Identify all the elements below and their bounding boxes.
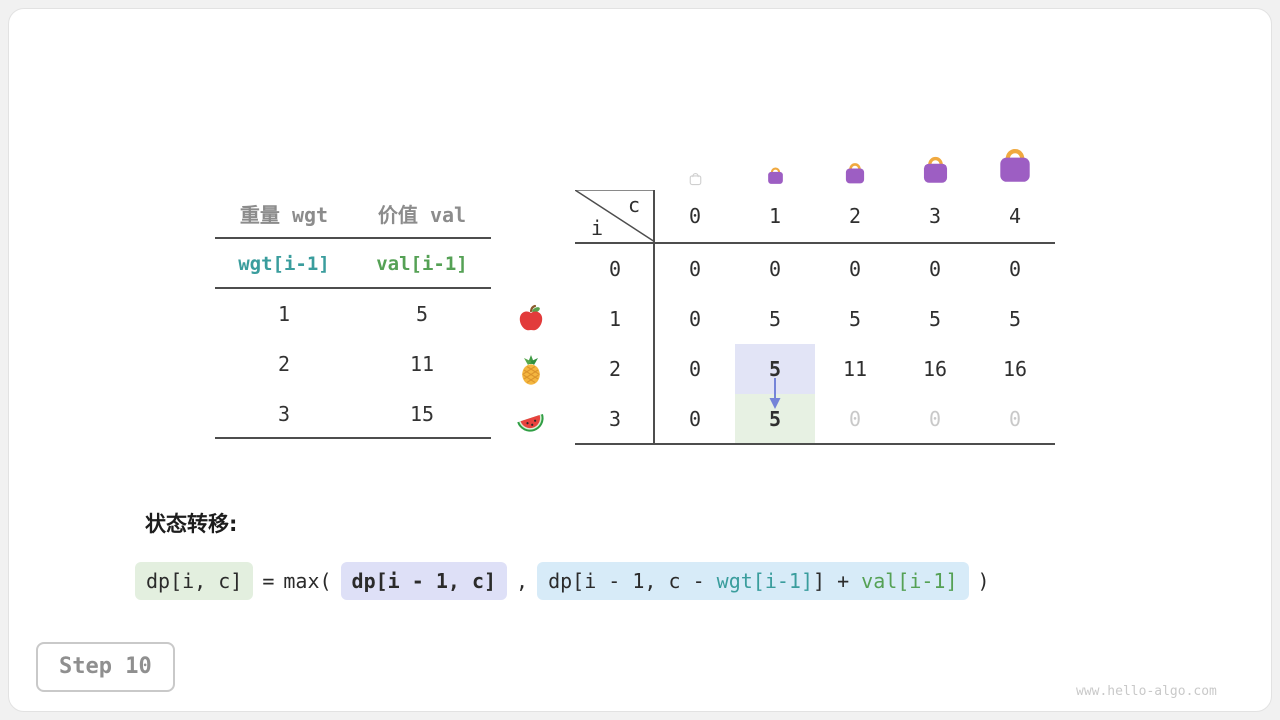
dp-row-3: 3 0 5 0 0 0 (575, 394, 1055, 444)
item-row-3: 3 15 (215, 389, 491, 439)
dp-col-header-0: 0 (688, 204, 702, 228)
step-label: Step 10 (59, 654, 152, 679)
formula-arg2: dp[i - 1, c - wgt[i-1]] + val[i-1] (537, 562, 969, 600)
dp-cell: 0 (848, 257, 862, 281)
formula-arg1: dp[i - 1, c] (340, 562, 508, 600)
dp-cell: 0 (928, 407, 942, 431)
formula-arg2-val: val[i-1] (861, 569, 958, 593)
step-indicator: Step 10 (36, 642, 175, 692)
bag-capacity-2-icon (815, 134, 895, 186)
state-transition-formula: dp[i, c] = max( dp[i - 1, c] , dp[i - 1,… (135, 562, 990, 600)
wgt-var-label: wgt[i-1] (238, 253, 330, 275)
item-1-value: 5 (415, 302, 429, 326)
dp-table-body: 0 0 0 0 0 0 1 0 5 5 5 5 2 0 5 11 16 16 3… (575, 244, 1055, 444)
dp-cell: 0 (688, 357, 702, 381)
dp-cell: 5 (928, 307, 942, 331)
watermelon-icon (515, 405, 547, 437)
dp-row-header-0: 0 (608, 257, 622, 281)
item-row-1: 1 5 (215, 289, 491, 339)
dp-cell: 0 (1008, 407, 1022, 431)
items-table-var-row: wgt[i-1] val[i-1] (215, 239, 491, 289)
formula-arg2-wgt: wgt[i-1] (716, 569, 813, 593)
dp-table-vertical-rule (653, 190, 655, 445)
item-3-weight: 3 (277, 402, 291, 426)
dp-table: c i 0 1 2 3 4 0 0 0 0 0 0 1 0 5 5 5 5 2 … (575, 190, 1055, 445)
bag-capacity-1-icon (735, 134, 815, 186)
dp-cell: 0 (928, 257, 942, 281)
formula-close-paren: ) (977, 569, 990, 593)
dp-cell: 5 (768, 307, 782, 331)
corner-row-var: i (591, 216, 604, 240)
dp-cell: 5 (1008, 307, 1022, 331)
dp-cell: 0 (1008, 257, 1022, 281)
dp-row-2: 2 0 5 11 16 16 (575, 344, 1055, 394)
dp-row-header-1: 1 (608, 307, 622, 331)
dp-col-headers: 0 1 2 3 4 (655, 190, 1055, 242)
dp-table-top-rule (575, 190, 655, 191)
dp-cell: 16 (1002, 357, 1028, 381)
dp-cell: 11 (842, 357, 868, 381)
dp-row-header-2: 2 (608, 357, 622, 381)
bag-capacity-3-icon (895, 134, 975, 186)
items-header-weight: 重量 wgt (239, 203, 329, 227)
state-transition-label: 状态转移: (145, 512, 238, 536)
formula-max-open: max( (283, 569, 332, 593)
dp-col-header-1: 1 (768, 204, 782, 228)
dp-cell: 0 (688, 257, 702, 281)
item-2-value: 11 (409, 352, 435, 376)
dp-cell: 5 (848, 307, 862, 331)
dp-cell: 0 (688, 307, 702, 331)
formula-arg2-mid: ] + (813, 569, 862, 593)
dp-row-0: 0 0 0 0 0 0 (575, 244, 1055, 294)
items-table-header-row: 重量 wgt 价值 val (215, 192, 491, 239)
dp-row-1: 1 0 5 5 5 5 (575, 294, 1055, 344)
dp-table-bottom-rule (575, 443, 1055, 445)
dp-corner-cell: c i (575, 190, 655, 242)
formula-arg2-prefix: dp[i - 1, c - (548, 569, 717, 593)
val-var-label: val[i-1] (376, 253, 468, 275)
corner-col-var: c (627, 193, 640, 217)
formula-lhs: dp[i, c] (135, 562, 254, 600)
item-2-weight: 2 (277, 352, 291, 376)
item-1-weight: 1 (277, 302, 291, 326)
apple-icon (515, 303, 547, 335)
dp-cell: 0 (688, 407, 702, 431)
formula-equals: = (262, 569, 275, 593)
dp-col-header-3: 3 (928, 204, 942, 228)
bag-capacity-0-icon (655, 134, 735, 186)
formula-comma: , (516, 569, 529, 593)
capacity-bags-row (655, 134, 1055, 186)
pineapple-icon (515, 354, 547, 386)
items-table: 重量 wgt 价值 val wgt[i-1] val[i-1] 1 5 2 11… (215, 192, 491, 439)
dp-cell: 0 (768, 257, 782, 281)
watermark: www.hello-algo.com (1076, 684, 1217, 699)
dp-cell: 16 (922, 357, 948, 381)
items-header-value: 价值 val (377, 203, 467, 227)
dp-table-header-rule (575, 242, 1055, 244)
dp-col-header-4: 4 (1008, 204, 1022, 228)
transition-arrow-icon (769, 378, 781, 409)
dp-col-header-2: 2 (848, 204, 862, 228)
item-row-2: 2 11 (215, 339, 491, 389)
bag-capacity-4-icon (975, 134, 1055, 186)
dp-row-header-3: 3 (608, 407, 622, 431)
dp-cell: 0 (848, 407, 862, 431)
item-3-value: 15 (409, 402, 435, 426)
corner-diagonal-line (575, 190, 655, 242)
